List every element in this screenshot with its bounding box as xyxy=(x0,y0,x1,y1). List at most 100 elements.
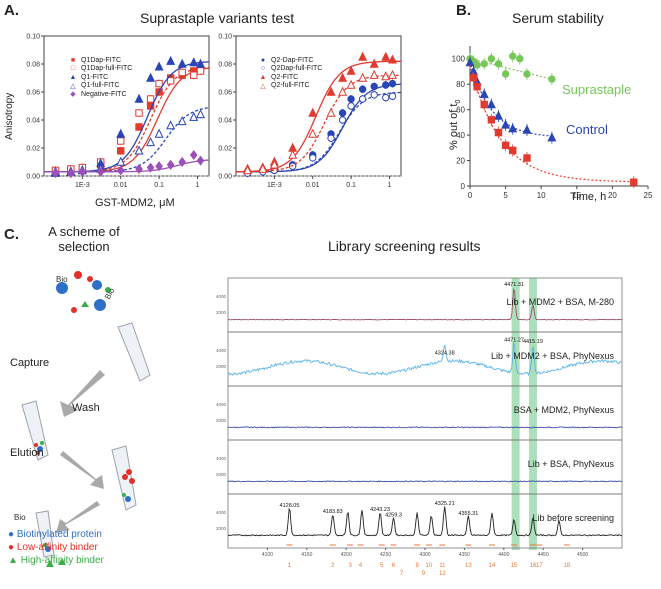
y-tick-label: 0.00 xyxy=(26,174,40,181)
x-tick-label: 10 xyxy=(537,191,546,200)
index-label: 14 xyxy=(489,563,496,569)
legend-high-affinity: ▲ High-affinity binder xyxy=(8,555,104,566)
legend-label: Negative-FITC xyxy=(81,90,127,98)
data-point xyxy=(166,120,176,130)
index-label: 11 xyxy=(439,563,446,569)
x-tick-label: 4400 xyxy=(498,552,509,558)
data-point xyxy=(116,165,125,176)
spectrum-trace xyxy=(227,341,623,377)
y-tick-label: 4000 xyxy=(216,510,227,515)
data-point xyxy=(269,159,279,169)
data-point xyxy=(494,60,503,68)
data-point xyxy=(358,51,368,61)
data-point xyxy=(195,109,205,119)
data-point xyxy=(78,166,87,177)
data-point xyxy=(243,165,253,175)
data-point xyxy=(154,128,164,138)
panel-a-letter: A. xyxy=(4,2,19,19)
x-tick-label: 25 xyxy=(644,191,653,200)
label-control: Control xyxy=(566,122,608,137)
legend-marker-icon: ▲ xyxy=(69,73,77,81)
legend-marker-icon: ● xyxy=(260,56,266,64)
legend-label: Q2-full-FITC xyxy=(271,82,310,90)
data-point xyxy=(96,166,105,177)
spectrum-trace xyxy=(227,426,623,429)
data-point xyxy=(196,67,205,75)
data-point xyxy=(508,123,518,133)
index-label: 8 xyxy=(415,563,419,569)
index-label: 7 xyxy=(400,571,404,577)
selection-scheme: Bio Bio Bio xyxy=(14,271,151,567)
data-point xyxy=(338,86,348,96)
data-point xyxy=(117,137,125,145)
data-point xyxy=(195,58,205,68)
index-label: 2 xyxy=(331,563,335,569)
panel-a-title: Suprastaple variants test xyxy=(140,10,295,26)
data-point xyxy=(146,72,156,82)
legend-entry: ◆ Negative-FITC xyxy=(68,90,132,99)
y-tick-label: 20 xyxy=(456,157,465,166)
legend-biotinylated: ● Biotinylated protein xyxy=(8,529,102,540)
y-tick-label: 100 xyxy=(452,55,466,64)
panel-b-ylabel: % out of t0 xyxy=(448,99,463,150)
legend-marker-icon: ■ xyxy=(70,56,76,64)
index-label: 4 xyxy=(359,563,363,569)
x-tick-label: 4250 xyxy=(380,552,391,558)
data-point xyxy=(381,71,391,81)
data-point xyxy=(381,51,391,61)
data-point xyxy=(369,58,379,68)
data-point xyxy=(480,60,488,68)
data-point xyxy=(487,116,496,124)
index-label: 15 xyxy=(511,563,518,569)
legend-a-right: ● Q2-Dap-FITC ○ Q2Dap-full-FITC ▲ Q2-FITC △ Q2-… xyxy=(258,56,323,90)
legend-marker-icon: △ xyxy=(260,82,266,90)
data-point xyxy=(146,95,155,103)
data-point xyxy=(486,99,496,109)
label-suprastaple: Suprastaple xyxy=(562,82,632,97)
y-tick-label: 4000 xyxy=(216,456,227,461)
panel-a-charts: 0.00 0.02 0.04 0.06 0.08 0.10 1E-3 0.01 0.1 1 0.0… xyxy=(26,34,402,189)
data-point xyxy=(338,116,347,124)
index-label: 5 xyxy=(380,563,384,569)
data-point xyxy=(473,61,481,69)
data-point xyxy=(369,69,379,79)
green-triangle-icon: ▲ xyxy=(8,555,18,566)
data-point xyxy=(146,162,155,173)
arrow-3-icon xyxy=(56,501,100,533)
index-label: 10 xyxy=(426,563,433,569)
data-point xyxy=(516,55,524,63)
step-capture: Capture xyxy=(10,357,50,369)
panel-a-ylabel: Anisotropy xyxy=(4,92,15,140)
data-point xyxy=(523,70,531,78)
x-tick-label: 1 xyxy=(195,182,199,189)
index-label: 17 xyxy=(536,563,543,569)
y-tick-label: 0.00 xyxy=(218,174,232,181)
data-point xyxy=(308,107,318,117)
red-dot-icon: ● xyxy=(8,542,15,553)
data-point xyxy=(548,75,556,83)
screening-title: Library screening results xyxy=(328,238,481,254)
bio-label-2: Bio xyxy=(103,286,117,301)
data-point xyxy=(326,86,336,96)
data-point xyxy=(338,72,348,82)
plot-frame xyxy=(43,35,210,177)
spectrum-trace xyxy=(227,506,623,537)
data-point xyxy=(135,123,143,131)
data-point xyxy=(523,154,531,162)
data-point xyxy=(196,155,205,166)
index-label: 3 xyxy=(348,563,352,569)
legend-low-affinity: ● Low-affinity binder xyxy=(8,542,98,553)
data-point xyxy=(358,85,367,93)
index-label: 18 xyxy=(563,563,570,569)
data-point xyxy=(522,124,532,134)
data-point xyxy=(166,77,175,85)
data-point xyxy=(134,93,144,103)
y-tick-label: 0.06 xyxy=(26,90,40,97)
y-tick-label: 2000 xyxy=(216,472,227,477)
data-point xyxy=(189,57,199,67)
fit-curve xyxy=(236,91,402,173)
highlight-band xyxy=(511,278,520,550)
data-point xyxy=(189,111,199,121)
legend-a-left: ■ Q1Dap-FITC □ Q1Dap-full-FITC ▲ Q1-FITC △ Q1-f… xyxy=(68,56,133,99)
